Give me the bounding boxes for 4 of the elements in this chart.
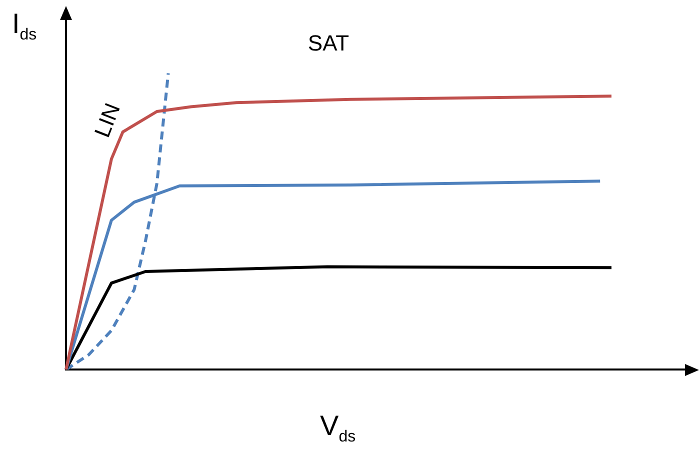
text: SAT: [308, 30, 350, 56]
y-axis-title: I$_{ds}$: [12, 8, 37, 45]
x-axis-title: V$_{ds}$: [320, 410, 356, 447]
annotation: LIN: [89, 100, 126, 141]
